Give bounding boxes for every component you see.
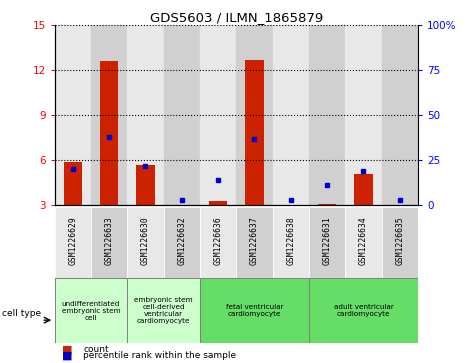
Bar — [91, 207, 127, 278]
Text: GSM1226634: GSM1226634 — [359, 216, 368, 265]
Bar — [136, 165, 154, 205]
Bar — [209, 201, 227, 205]
Text: GSM1226631: GSM1226631 — [323, 216, 332, 265]
Text: adult ventricular
cardiomyocyte: adult ventricular cardiomyocyte — [333, 304, 393, 317]
Bar — [127, 25, 163, 205]
Bar — [237, 207, 273, 278]
Bar — [246, 60, 264, 205]
Bar — [200, 25, 236, 205]
Bar — [345, 207, 381, 278]
Bar — [309, 278, 418, 343]
Text: ■: ■ — [62, 351, 72, 361]
Text: GSM1226633: GSM1226633 — [104, 216, 114, 265]
Text: GSM1226638: GSM1226638 — [286, 216, 295, 265]
Text: cell type: cell type — [2, 310, 41, 318]
Bar — [91, 25, 127, 205]
Bar — [127, 278, 200, 343]
Text: GSM1226635: GSM1226635 — [395, 216, 404, 265]
Title: GDS5603 / ILMN_1865879: GDS5603 / ILMN_1865879 — [150, 11, 323, 24]
Bar — [345, 25, 381, 205]
Bar — [163, 25, 200, 205]
Text: GSM1226637: GSM1226637 — [250, 216, 259, 265]
Text: embryonic stem
cell-derived
ventricular
cardiomyocyte: embryonic stem cell-derived ventricular … — [134, 297, 193, 324]
Text: count: count — [83, 345, 109, 354]
Bar — [236, 25, 273, 205]
Bar — [309, 25, 345, 205]
Bar — [200, 207, 237, 278]
Bar — [127, 207, 163, 278]
Text: percentile rank within the sample: percentile rank within the sample — [83, 351, 236, 360]
Bar — [200, 278, 309, 343]
Text: fetal ventricular
cardiomyocyte: fetal ventricular cardiomyocyte — [226, 304, 283, 317]
Bar — [309, 207, 345, 278]
Text: GSM1226636: GSM1226636 — [214, 216, 223, 265]
Bar — [55, 207, 91, 278]
Bar — [273, 207, 309, 278]
Text: GSM1226629: GSM1226629 — [68, 216, 77, 265]
Text: ■: ■ — [62, 344, 72, 355]
Text: GSM1226630: GSM1226630 — [141, 216, 150, 265]
Bar — [381, 25, 418, 205]
Bar — [64, 162, 82, 205]
Bar — [55, 278, 127, 343]
Bar — [163, 207, 200, 278]
Bar — [318, 204, 336, 205]
Bar — [273, 25, 309, 205]
Text: undifferentiated
embryonic stem
cell: undifferentiated embryonic stem cell — [62, 301, 120, 321]
Bar — [354, 174, 372, 205]
Bar — [381, 207, 418, 278]
Bar — [100, 61, 118, 205]
Bar — [55, 25, 91, 205]
Text: GSM1226632: GSM1226632 — [177, 216, 186, 265]
